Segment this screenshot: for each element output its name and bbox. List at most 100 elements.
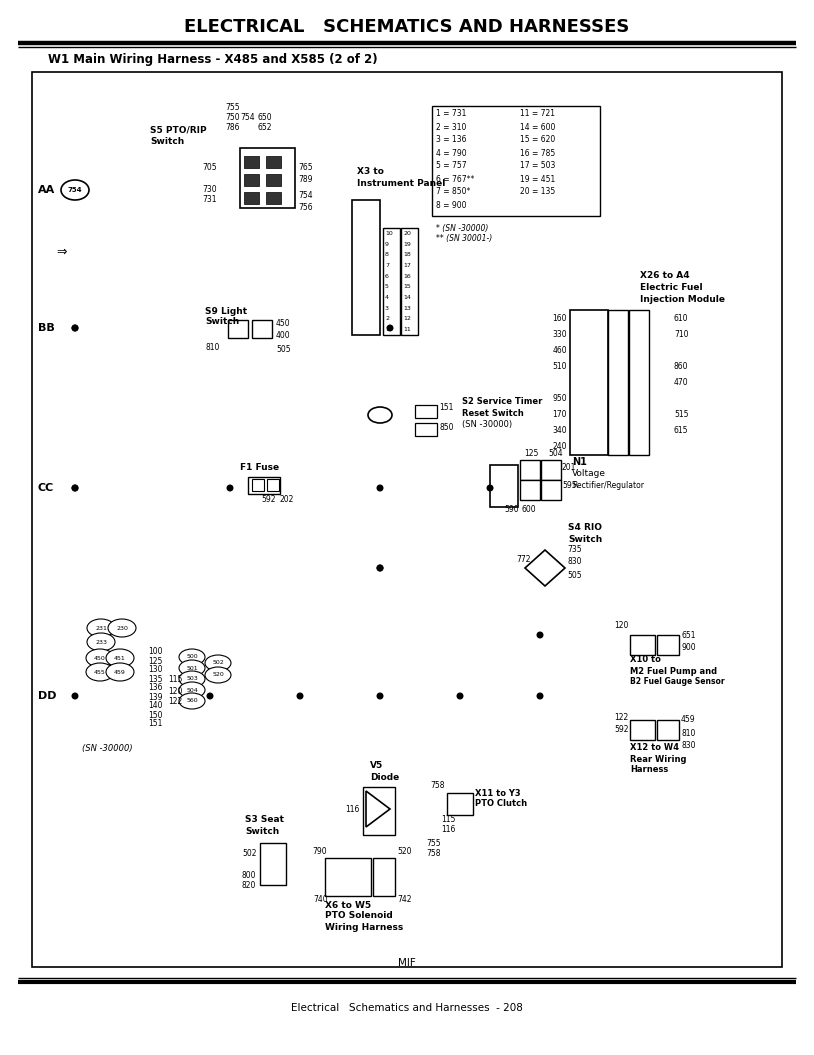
Text: 652: 652 [257,123,272,133]
Text: PTO Solenoid: PTO Solenoid [325,912,392,921]
Text: 735: 735 [567,545,582,555]
Ellipse shape [179,693,205,709]
Ellipse shape [86,663,114,680]
Text: 830: 830 [567,557,581,567]
Bar [608,310,628,455]
Text: 505: 505 [567,572,582,580]
Text: 460: 460 [553,346,567,354]
Bar [541,460,561,480]
Text: 11: 11 [403,327,411,332]
Bar [415,405,437,418]
Bar [267,479,279,491]
Ellipse shape [106,649,134,667]
Ellipse shape [179,649,205,665]
Text: Switch: Switch [205,318,239,326]
Text: 755: 755 [426,839,440,847]
Text: 135: 135 [148,674,163,684]
Text: 504: 504 [548,448,562,458]
Text: Injection Module: Injection Module [640,294,725,304]
Text: 810: 810 [206,344,221,352]
Text: 450: 450 [276,319,291,327]
Text: 742: 742 [397,895,412,903]
Text: 459: 459 [681,715,696,725]
Text: 122: 122 [614,713,628,723]
Text: 705: 705 [202,164,217,173]
Text: 231: 231 [95,626,107,631]
Polygon shape [366,791,390,827]
Bar [266,174,281,186]
Bar [363,787,395,835]
Text: 400: 400 [276,331,291,341]
Text: ⇒: ⇒ [57,246,68,258]
Text: 520: 520 [397,847,412,857]
Text: X10 to: X10 to [630,655,661,665]
Text: Instrument Panel: Instrument Panel [357,178,445,188]
Circle shape [72,484,78,492]
Text: 786: 786 [225,123,239,133]
Text: 6 = 767**: 6 = 767** [436,174,475,184]
Text: 13: 13 [403,306,411,311]
Text: 789: 789 [298,175,313,185]
Bar [325,858,371,896]
Text: 455: 455 [94,670,106,674]
Text: 7: 7 [385,263,389,268]
Text: S3 Seat: S3 Seat [245,816,284,825]
Circle shape [72,484,78,492]
Text: X6 to W5: X6 to W5 [325,901,371,909]
Bar [266,156,281,168]
Bar [520,460,540,480]
Text: 731: 731 [202,195,217,205]
Text: 772: 772 [516,556,531,564]
Circle shape [536,692,544,699]
Text: 450: 450 [94,655,106,660]
Bar [570,310,608,455]
Text: 116: 116 [345,806,359,814]
Bar [541,480,561,500]
Text: V5: V5 [370,762,383,770]
Bar [383,228,400,335]
Text: 500: 500 [186,654,198,659]
Text: 20 = 135: 20 = 135 [520,188,555,196]
Text: Electric Fuel: Electric Fuel [640,283,702,291]
Text: Switch: Switch [150,137,184,147]
Text: 754: 754 [240,114,255,122]
Text: 140: 140 [148,702,163,710]
Text: X11 to Y3: X11 to Y3 [475,788,521,798]
Text: Switch: Switch [568,535,602,543]
Polygon shape [525,550,565,586]
Text: 6: 6 [385,273,389,279]
Text: 14: 14 [403,295,411,300]
Text: M2 Fuel Pump and: M2 Fuel Pump and [630,667,717,675]
Text: 8 = 900: 8 = 900 [436,200,466,210]
Text: 7 = 850*: 7 = 850* [436,188,470,196]
Ellipse shape [61,180,89,200]
Text: 4: 4 [385,295,389,300]
Bar [432,106,600,216]
Text: 503: 503 [186,676,198,682]
Text: CC: CC [38,483,55,493]
Text: Diode: Diode [370,772,399,782]
Text: 202: 202 [280,496,295,504]
Text: 19: 19 [403,242,411,247]
Text: 120: 120 [614,621,628,631]
Bar [240,148,295,208]
Bar [252,320,272,338]
Text: 750: 750 [225,114,239,122]
Text: 755: 755 [225,103,239,113]
Ellipse shape [205,655,231,671]
Text: BB: BB [38,323,55,333]
Text: 17 = 503: 17 = 503 [520,161,555,171]
Text: DD: DD [38,691,56,701]
Text: 18: 18 [403,252,411,257]
Text: 765: 765 [298,164,313,173]
Text: 600: 600 [522,505,536,515]
Bar [373,858,395,896]
Circle shape [377,564,383,572]
Text: 330: 330 [553,329,567,339]
Text: W1 Main Wiring Harness - X485 and X585 (2 of 2): W1 Main Wiring Harness - X485 and X585 (… [48,54,378,66]
Text: 758: 758 [426,849,440,859]
Text: S4 RIO: S4 RIO [568,523,602,533]
Text: 560: 560 [186,698,198,704]
Bar [32,72,782,967]
Bar [228,320,248,338]
